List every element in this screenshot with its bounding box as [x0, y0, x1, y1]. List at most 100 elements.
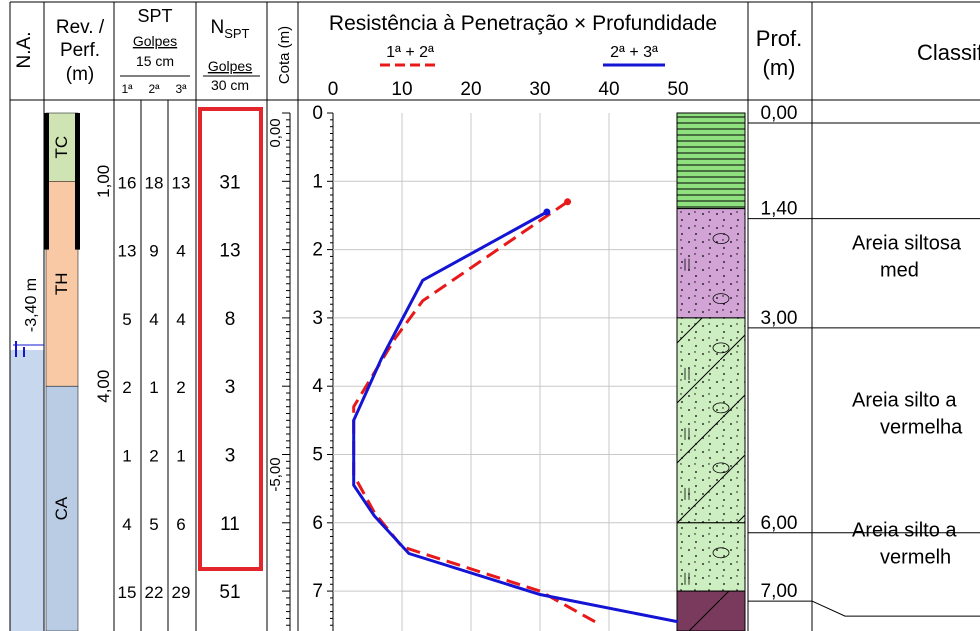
y-tick-label: 3 [312, 308, 323, 329]
spt-blow-3: 29 [172, 583, 191, 602]
rev-depth-mark: 4,00 [94, 370, 113, 403]
spt-blow-2: 4 [149, 310, 158, 329]
cota-label: -5,00 [267, 457, 284, 491]
spt-blow-3: 1 [176, 447, 185, 466]
class-text: med [880, 260, 919, 282]
spt-blow-1: 2 [122, 378, 131, 397]
nspt-value: 51 [219, 582, 240, 603]
class-text: Areia silto a [852, 519, 957, 541]
spt-sub-2: 2ª [148, 82, 160, 96]
x-tick-label: 40 [598, 79, 619, 100]
nspt-value: 31 [219, 172, 240, 193]
spt-blow-2: 9 [149, 242, 158, 261]
nspt-value: 11 [220, 514, 240, 535]
stratum-pattern [677, 522, 745, 592]
series-line [352, 200, 596, 624]
x-tick-label: 0 [328, 79, 339, 100]
rev-layer-label: CA [52, 496, 71, 520]
nspt-per: 30 cm [211, 77, 249, 93]
x-tick-label: 10 [391, 79, 412, 100]
nspt-header: NSPT [210, 17, 249, 41]
stratum-pebble [712, 293, 730, 305]
prof-header-2: (m) [763, 55, 796, 80]
series-start-point [543, 208, 551, 216]
spt-blow-3: 4 [176, 310, 185, 329]
chart-title: Resistência à Penetração × Profundidade [329, 12, 717, 35]
y-tick-label: 1 [312, 171, 323, 192]
x-tick-label: 20 [460, 79, 481, 100]
strata-column [676, 112, 746, 631]
rev-perf-layers: TC TH CA [44, 112, 80, 631]
rev-layer-ca [45, 385, 79, 631]
class-divider [811, 600, 980, 617]
class-text: vermelh [880, 546, 951, 568]
prof-column: 0,00 1,40 3,00 6,00 7,00 [748, 103, 812, 602]
rev-layer-label: TH [52, 272, 71, 295]
rev-layer-th [45, 181, 79, 387]
spt-per: 15 cm [136, 53, 174, 69]
spt-blow-3: 6 [176, 515, 185, 534]
spt-blow-3: 13 [172, 173, 191, 192]
prof-label: 6,00 [761, 513, 798, 534]
prof-label: 0,00 [761, 103, 798, 124]
nspt-value: 13 [219, 241, 240, 262]
table-frame [9, 1, 980, 631]
spt-blow-2: 2 [149, 447, 158, 466]
spt-blow-1: 1 [122, 447, 131, 466]
spt-blow-1: 13 [118, 242, 137, 261]
stratum-pattern [677, 113, 745, 209]
casing-right [75, 113, 80, 250]
stratum-pebble [712, 547, 730, 559]
stratum-pattern [677, 591, 745, 631]
spt-blow-2: 22 [145, 583, 164, 602]
class-header: Classificação do Material [917, 40, 980, 65]
spt-header: SPT [137, 6, 172, 26]
spt-golpes: Golpes [133, 33, 177, 49]
nspt-value: 3 [225, 446, 236, 467]
rev-depth-mark: 1,00 [94, 165, 113, 198]
nspt-highlight-box [198, 107, 263, 571]
prof-label: 7,00 [761, 581, 798, 602]
spt-blow-1: 15 [118, 583, 137, 602]
y-tick-label: 2 [312, 240, 323, 261]
x-tick-labels: 0 10 20 30 40 50 [328, 79, 689, 100]
spt-blow-2: 5 [149, 515, 158, 534]
na-column-fill [10, 350, 44, 631]
rev-perf-header-2: Perf. [60, 40, 100, 61]
plot-grid [327, 112, 679, 631]
legend-red-label: 1ª + 2ª [386, 44, 434, 61]
nspt-golpes: Golpes [208, 58, 252, 74]
spt-sub-1: 1ª [121, 82, 133, 96]
cota-ruler: 0,00 -5,00 [267, 112, 291, 631]
water-level-label: -3,40 m [23, 278, 40, 332]
prof-label: 3,00 [761, 308, 798, 329]
spt-blow-1: 5 [122, 310, 131, 329]
legend-blue-label: 2ª + 3ª [610, 44, 658, 61]
stratum-pebble [712, 233, 730, 245]
y-tick-label: 7 [312, 581, 323, 602]
y-tick-label: 5 [312, 445, 323, 466]
y-tick-label: 4 [312, 376, 323, 397]
rev-depth-marks: 1,00 4,00 [94, 165, 113, 403]
class-text: Areia siltosa [852, 233, 962, 255]
cota-header: Cota (m) [276, 26, 293, 84]
y-tick-labels: 0 1 2 3 4 5 6 7 [312, 103, 323, 602]
spt-sub-3: 3ª [175, 82, 187, 96]
column-headers: N.A. Rev. / Perf. (m) SPT Golpes 15 cm 1… [14, 6, 980, 96]
prof-header-1: Prof. [756, 26, 802, 51]
prof-label: 1,40 [761, 199, 798, 220]
y-tick-label: 0 [312, 103, 323, 124]
x-tick-label: 50 [667, 79, 688, 100]
nspt-value: 8 [225, 309, 236, 330]
cota-label: 0,00 [267, 118, 284, 147]
classification-column: Areia siltosa med Areia silto a vermelha Are… [811, 122, 980, 617]
nspt-value: 3 [225, 377, 236, 398]
casing-left [44, 113, 49, 250]
spt-blow-2: 18 [145, 173, 164, 192]
water-level-marker: -3,40 m [13, 278, 44, 357]
spt-blow-3: 4 [176, 242, 185, 261]
x-tick-label: 30 [529, 79, 550, 100]
chart-legend: 1ª + 2ª 2ª + 3ª [380, 44, 665, 67]
